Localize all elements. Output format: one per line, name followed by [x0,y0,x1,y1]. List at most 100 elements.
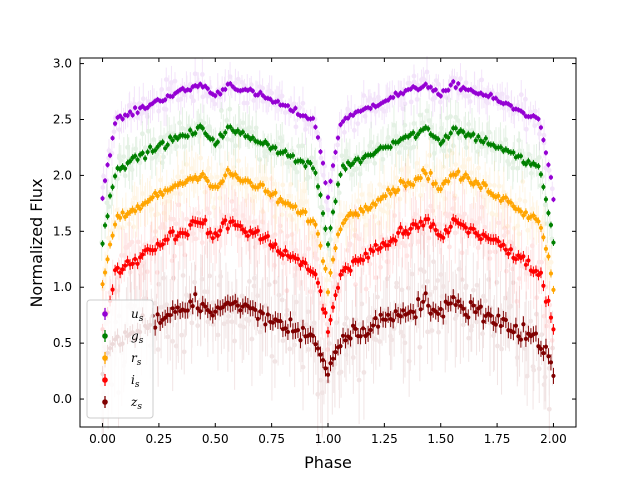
scatter-point [447,211,453,217]
binned-point [421,223,426,228]
scatter-point [239,79,245,85]
binned-point [225,226,230,231]
scatter-point [408,99,414,105]
scatter-point [236,158,241,164]
scatter-point [381,208,386,214]
scatter-point [225,319,231,325]
scatter-point [312,254,318,260]
binned-point [453,85,458,90]
binned-point [218,228,223,233]
binned-point [360,326,366,331]
scatter-point [444,95,450,100]
binned-point [333,199,338,204]
binned-point [112,174,118,179]
scatter-point [329,368,335,374]
scatter-point [175,174,181,180]
scatter-point [482,224,488,230]
scatter-point [162,200,168,206]
binned-point [280,252,286,258]
scatter-point [205,168,211,173]
scatter-point [515,165,520,171]
scatter-point [269,353,275,359]
binned-point [223,218,228,223]
scatter-point [166,86,172,92]
binned-point [546,210,551,216]
scatter-point [270,181,276,187]
scatter-point [447,244,452,250]
scatter-point [399,287,405,293]
scatter-point [470,287,476,293]
scatter-point [415,239,421,245]
binned-point [193,174,198,180]
binned-point [456,169,461,174]
scatter-point [438,272,444,277]
binned-point [105,214,110,219]
scatter-point [475,220,481,225]
binned-point [523,262,528,267]
scatter-point [480,194,486,200]
scatter-point [240,213,246,218]
binned-point [163,97,168,102]
binned-point [421,299,426,304]
binned-point [365,255,371,260]
scatter-point [116,127,122,132]
scatter-point [510,280,516,286]
binned-point [318,192,323,198]
binned-point [185,232,190,238]
scatter-point [354,166,359,172]
scatter-point [410,215,416,221]
binned-point [538,270,544,275]
binned-point [453,172,458,178]
binned-point [318,243,323,248]
binned-point [343,217,348,222]
scatter-point [129,239,135,245]
scatter-point [355,121,361,127]
binned-point [175,136,180,141]
binned-point [536,116,541,122]
scatter-point [406,358,412,364]
binned-point [328,270,333,275]
binned-point [228,81,233,86]
binned-point [163,315,168,320]
scatter-point [267,88,273,94]
scatter-point [453,162,459,167]
scatter-point [345,106,351,112]
scatter-point [479,131,485,136]
scatter-point [296,106,302,112]
scatter-point [279,93,285,99]
scatter-point [324,277,330,283]
legend-label: is [131,373,140,390]
scatter-point [523,126,529,132]
scatter-point [411,73,417,79]
scatter-point [405,80,411,86]
scatter-point [546,168,552,173]
scatter-point [254,176,259,182]
scatter-point [378,264,383,270]
scatter-point [375,94,381,100]
binned-point [433,227,438,233]
scatter-point [338,369,344,375]
scatter-point [113,288,119,294]
scatter-point [437,131,443,137]
scatter-point [292,166,298,172]
binned-point [333,150,338,155]
binned-point [471,132,476,137]
binned-point [448,82,453,88]
scatter-point [144,269,150,275]
scatter-point [132,195,138,201]
legend-marker [102,399,108,405]
scatter-point [131,224,137,230]
binned-point [233,172,238,177]
scatter-point [402,243,408,249]
scatter-point [189,310,195,316]
scatter-point [352,227,358,233]
binned-point [396,187,401,193]
scatter-point [127,269,133,275]
binned-point [293,106,298,111]
scatter-point [450,206,456,212]
binned-point [170,94,175,99]
scatter-point [245,219,251,225]
scatter-point [300,100,306,106]
scatter-point [303,199,309,205]
scatter-point [396,150,402,155]
